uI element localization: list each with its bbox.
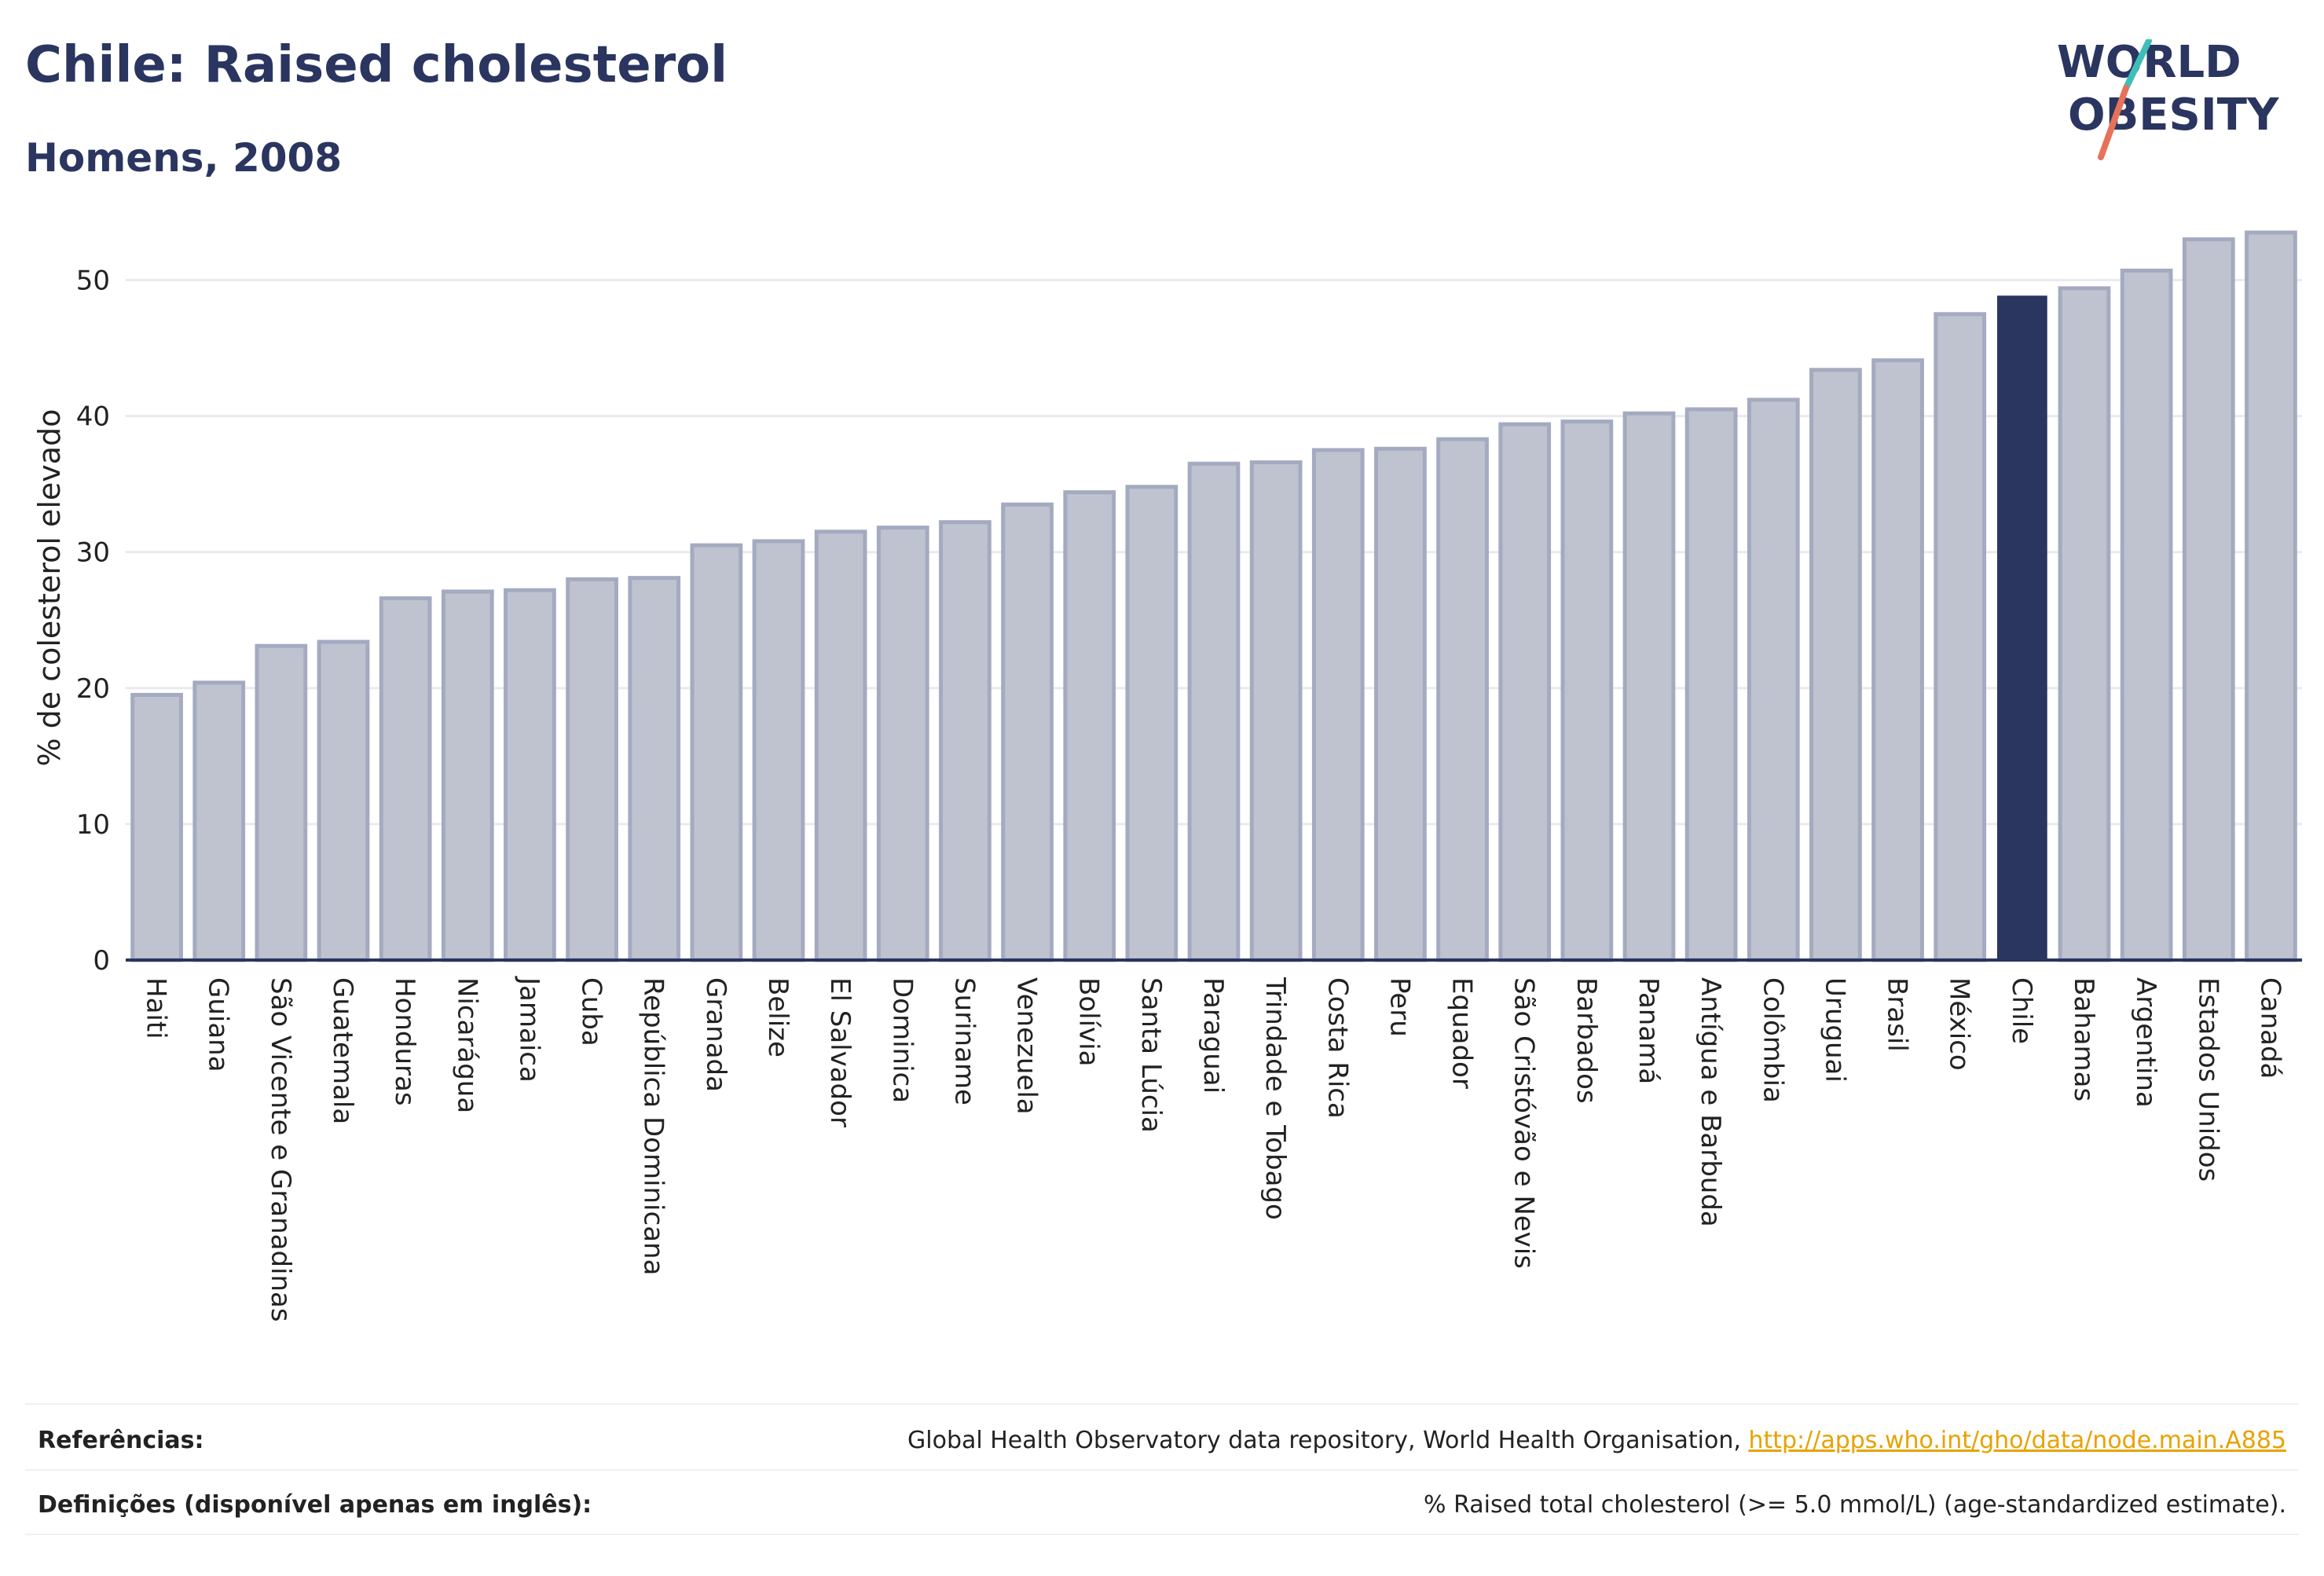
bar	[1001, 502, 1054, 962]
footer-divider-top	[25, 1403, 2299, 1405]
bar	[2245, 230, 2297, 962]
x-tick-label: Santa Lúcia	[1135, 977, 1167, 1133]
x-tick-label: Bahamas	[2068, 977, 2099, 1101]
bar	[1498, 422, 1552, 962]
x-tick-label: República Dominicana	[638, 977, 669, 1275]
x-tick-label: México	[1944, 977, 1975, 1071]
bar	[504, 588, 556, 962]
y-tick-label: 40	[76, 401, 110, 433]
bar	[814, 530, 867, 962]
bar	[752, 539, 805, 962]
x-tick-label: Haiti	[141, 977, 172, 1039]
bar	[690, 543, 743, 962]
x-tick-label: Nicarágua	[451, 977, 482, 1113]
x-tick-label: Estados Unidos	[2192, 977, 2223, 1182]
x-tick-label: Trindade e Tobago	[1259, 977, 1291, 1220]
world-obesity-logo: WORLD OBESITY	[2051, 37, 2310, 173]
y-tick-label: 10	[76, 809, 110, 841]
bar	[130, 692, 183, 962]
bar	[379, 596, 432, 962]
bar	[192, 680, 246, 962]
x-tick-label: São Vicente e Granadinas	[265, 977, 296, 1322]
bar	[1560, 420, 1614, 962]
x-tick-label: São Cristóvão e Nevis	[1508, 977, 1540, 1269]
bar	[317, 640, 370, 962]
y-tick-label: 0	[93, 945, 110, 977]
references-value: Global Health Observatory data repositor…	[907, 1427, 2286, 1454]
x-tick-label: Bolívia	[1073, 977, 1105, 1066]
y-tick-labels: 0 10 20 30 40 50	[76, 266, 110, 977]
definitions-value: % Raised total cholesterol (>= 5.0 mmol/…	[1424, 1491, 2286, 1519]
footer-divider-bottom	[25, 1534, 2299, 1535]
x-tick-label: Antígua e Barbuda	[1695, 977, 1726, 1227]
bar	[1809, 368, 1862, 962]
y-tick-label: 30	[76, 537, 110, 569]
x-tick-label: Honduras	[389, 977, 420, 1106]
bar	[1249, 460, 1303, 962]
x-tick-label: Argentina	[2130, 977, 2161, 1108]
references-link[interactable]: http://apps.who.int/gho/data/node.main.A…	[1748, 1427, 2286, 1454]
x-tick-label: Barbados	[1571, 977, 1602, 1104]
bar	[1374, 446, 1427, 962]
x-tick-label: Dominica	[886, 977, 918, 1103]
bars	[130, 230, 2297, 962]
x-tick-label: Cuba	[576, 977, 607, 1046]
bar	[566, 577, 618, 962]
bar	[939, 520, 992, 962]
bar-highlight	[1996, 295, 2047, 962]
bar	[1311, 448, 1365, 962]
x-tick-label: Canadá	[2254, 977, 2286, 1079]
x-tick-label: Panamá	[1633, 977, 1664, 1084]
bar	[1871, 358, 1924, 962]
x-tick-label: Equador	[1446, 977, 1478, 1089]
chart-subtitle: Homens, 2008	[25, 135, 343, 181]
references-label: Referências:	[38, 1427, 204, 1454]
logo-slash-teal	[2123, 38, 2152, 91]
x-tick-label: Granada	[700, 977, 731, 1092]
x-tick-label: Uruguai	[1819, 977, 1850, 1083]
bar-chart: 0 10 20 30 40 50 Haiti Guiana São Vicente e Gra…	[32, 230, 2302, 1322]
chart-title: Chile: Raised cholesterol	[25, 36, 728, 94]
x-tick-label: Venezuela	[1011, 977, 1043, 1115]
logo-slash-coral	[2098, 85, 2129, 160]
bar	[2120, 268, 2173, 962]
references-text: Global Health Observatory data repositor…	[907, 1427, 1749, 1454]
x-tick-label: Paraguai	[1197, 977, 1229, 1094]
x-tick-label: Suriname	[948, 977, 980, 1105]
footer-divider-middle	[25, 1469, 2299, 1471]
bar	[1747, 398, 1800, 962]
x-tick-label: Chile	[2006, 977, 2037, 1044]
logo-line-2: OBESITY	[2068, 90, 2280, 141]
x-tick-label: El Salvador	[824, 977, 856, 1127]
bar	[1125, 485, 1178, 962]
x-tick-label: Colômbia	[1757, 977, 1788, 1103]
bar	[2058, 286, 2111, 962]
bar	[441, 589, 494, 962]
x-tick-label: Brasil	[1882, 977, 1913, 1052]
x-tick-label: Guatemala	[327, 977, 358, 1124]
x-tick-label: Costa Rica	[1321, 977, 1353, 1119]
bar	[876, 526, 929, 962]
x-tick-label: Jamaica	[513, 976, 544, 1083]
bar	[1063, 490, 1116, 962]
bar	[2182, 237, 2235, 962]
bar	[1436, 437, 1489, 962]
x-tick-label: Belize	[762, 977, 794, 1057]
x-tick-labels: Haiti Guiana São Vicente e Granadinas Guate…	[141, 976, 2286, 1322]
x-tick-label: Guiana	[203, 977, 234, 1072]
y-tick-label: 20	[76, 673, 110, 705]
bar	[255, 643, 308, 962]
y-tick-label: 50	[76, 266, 110, 297]
y-axis-label: % de colesterol elevado	[32, 409, 67, 766]
bar	[628, 576, 681, 962]
bar	[1684, 407, 1738, 962]
definitions-label: Definições (disponível apenas em inglês)…	[38, 1491, 592, 1519]
x-tick-label: Peru	[1384, 977, 1415, 1037]
bar	[1934, 312, 1987, 962]
bar	[1187, 461, 1241, 962]
bar	[1622, 411, 1676, 962]
